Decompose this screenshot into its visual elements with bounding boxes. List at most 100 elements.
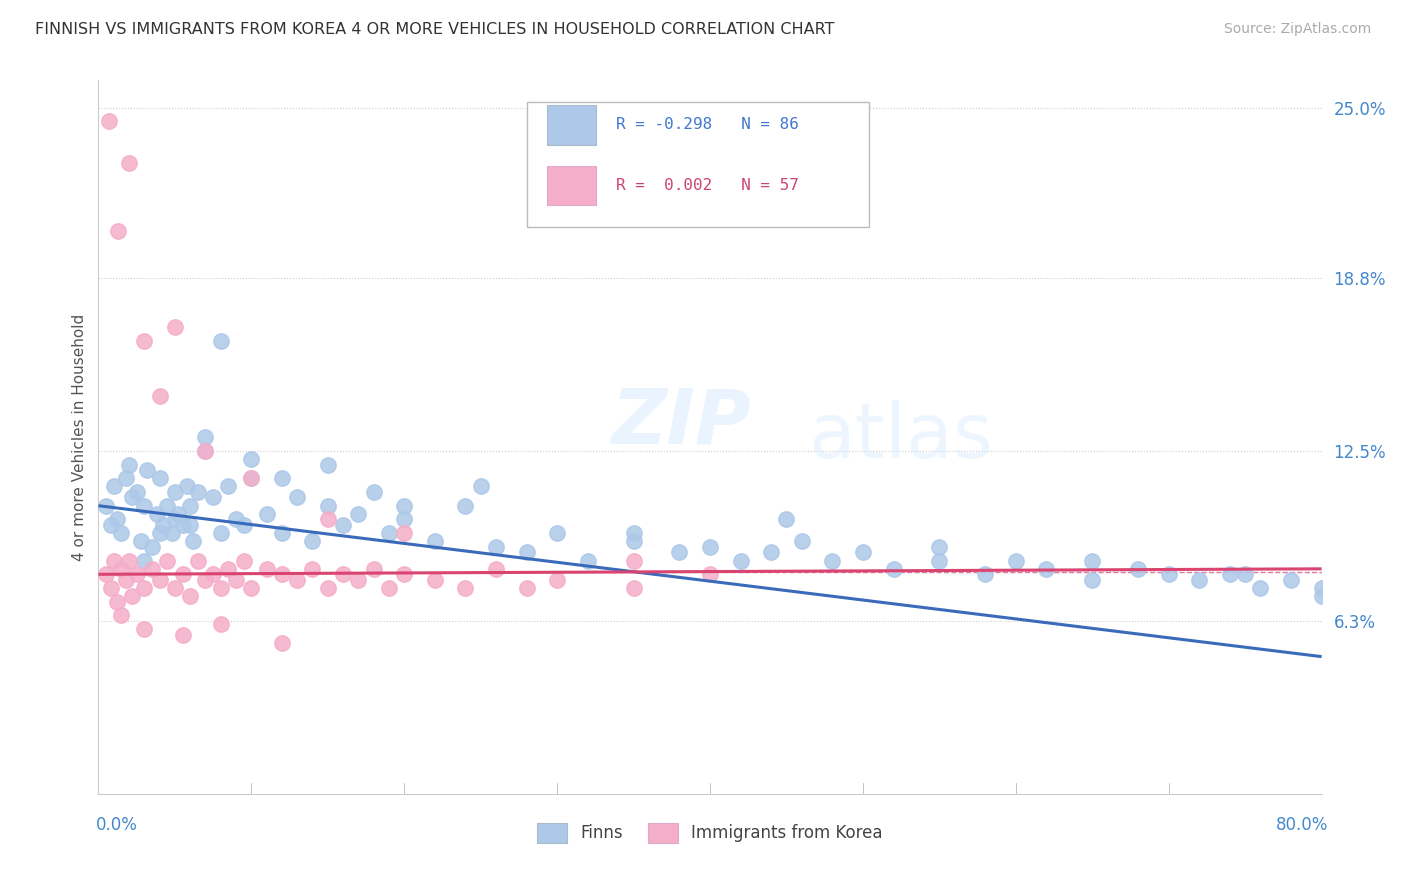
Point xyxy=(240,452,263,467)
Point xyxy=(852,545,875,559)
Point xyxy=(209,616,232,631)
Point xyxy=(118,458,141,472)
Point xyxy=(332,567,354,582)
Point xyxy=(98,114,121,128)
Point xyxy=(1128,562,1150,576)
Point xyxy=(107,224,129,238)
Point xyxy=(363,562,385,576)
Point xyxy=(167,507,190,521)
FancyBboxPatch shape xyxy=(547,105,596,145)
Point xyxy=(623,553,645,567)
Text: atlas: atlas xyxy=(808,401,993,474)
Point xyxy=(209,581,232,595)
Point xyxy=(187,553,209,567)
Point xyxy=(392,512,416,526)
Point xyxy=(821,553,844,567)
Point xyxy=(485,540,508,554)
Point xyxy=(301,534,323,549)
Point xyxy=(623,581,645,595)
Point xyxy=(225,573,247,587)
Point xyxy=(118,155,141,169)
Point xyxy=(152,517,174,532)
Point xyxy=(668,545,690,559)
Point xyxy=(1081,573,1104,587)
Point xyxy=(110,562,132,576)
Point xyxy=(209,334,232,348)
Point xyxy=(1188,573,1211,587)
Point xyxy=(194,573,217,587)
Point xyxy=(883,562,905,576)
Point xyxy=(163,320,186,334)
Point xyxy=(121,589,143,603)
Point xyxy=(516,581,538,595)
Legend: Finns, Immigrants from Korea: Finns, Immigrants from Korea xyxy=(530,816,890,850)
Point xyxy=(1310,589,1333,603)
Point xyxy=(256,507,278,521)
Point xyxy=(928,540,950,554)
Point xyxy=(423,534,446,549)
Text: R = -0.298   N = 86: R = -0.298 N = 86 xyxy=(616,118,799,132)
FancyBboxPatch shape xyxy=(547,166,596,205)
Point xyxy=(179,589,201,603)
Point xyxy=(285,573,308,587)
Point xyxy=(1004,553,1026,567)
Point xyxy=(217,479,239,493)
Point xyxy=(115,573,138,587)
Point xyxy=(160,526,183,541)
Point xyxy=(172,567,194,582)
Point xyxy=(378,581,401,595)
Point xyxy=(516,545,538,559)
Point xyxy=(134,334,156,348)
Point xyxy=(125,567,148,582)
Point xyxy=(156,553,179,567)
Point xyxy=(316,499,339,513)
Point xyxy=(470,479,492,493)
Text: ZIP: ZIP xyxy=(612,386,752,459)
Point xyxy=(270,526,294,541)
Point xyxy=(1081,553,1104,567)
Text: FINNISH VS IMMIGRANTS FROM KOREA 4 OR MORE VEHICLES IN HOUSEHOLD CORRELATION CHA: FINNISH VS IMMIGRANTS FROM KOREA 4 OR MO… xyxy=(35,22,835,37)
Point xyxy=(699,540,721,554)
Point xyxy=(103,479,125,493)
Point xyxy=(149,471,172,485)
Point xyxy=(347,573,370,587)
Point xyxy=(1157,567,1180,582)
Point xyxy=(134,622,156,636)
Point xyxy=(378,526,401,541)
Point xyxy=(134,553,156,567)
Point xyxy=(790,534,813,549)
Point xyxy=(546,573,568,587)
Point xyxy=(270,567,294,582)
Text: 80.0%: 80.0% xyxy=(1277,816,1329,834)
Point xyxy=(392,499,416,513)
Point xyxy=(775,512,797,526)
Point xyxy=(176,479,198,493)
Text: R =  0.002   N = 57: R = 0.002 N = 57 xyxy=(616,178,799,193)
Point xyxy=(194,443,217,458)
Point xyxy=(149,526,172,541)
Point xyxy=(163,485,186,500)
Point xyxy=(163,581,186,595)
Point xyxy=(392,567,416,582)
Point xyxy=(232,517,254,532)
Point xyxy=(100,581,122,595)
Point xyxy=(301,562,323,576)
Point xyxy=(347,507,370,521)
Point xyxy=(209,526,232,541)
Point xyxy=(94,567,117,582)
Point xyxy=(240,471,263,485)
Point xyxy=(118,553,141,567)
Point xyxy=(1279,573,1302,587)
Point xyxy=(94,499,117,513)
FancyBboxPatch shape xyxy=(526,102,869,227)
Point xyxy=(156,499,179,513)
Point xyxy=(761,545,783,559)
Point xyxy=(194,430,217,444)
Point xyxy=(179,517,201,532)
Point xyxy=(454,581,477,595)
Point xyxy=(110,608,132,623)
Point xyxy=(240,581,263,595)
Point xyxy=(270,471,294,485)
Point xyxy=(316,581,339,595)
Point xyxy=(256,562,278,576)
